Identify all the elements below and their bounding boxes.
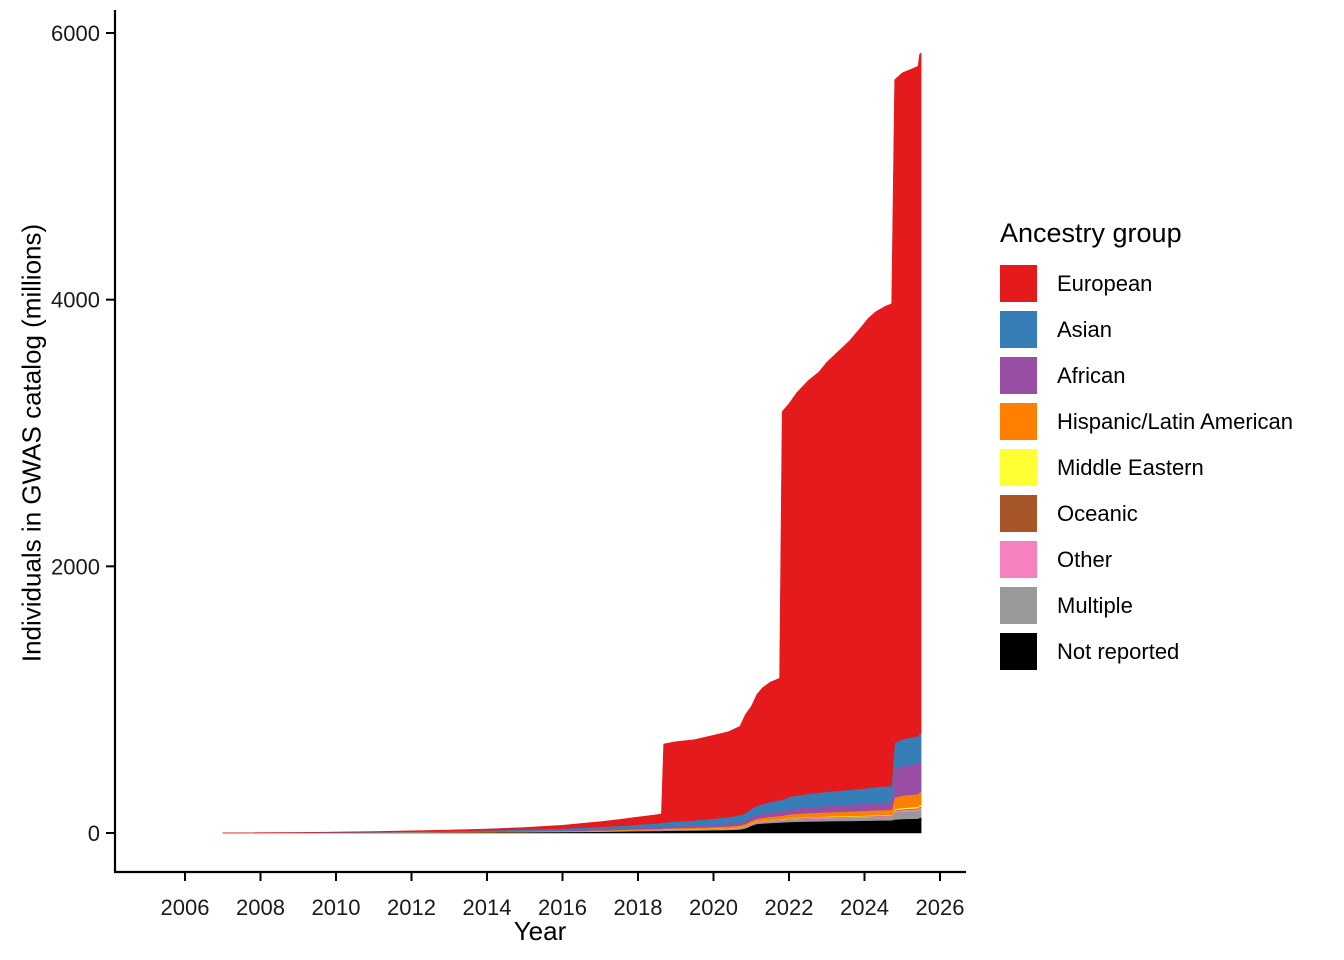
y-tick-label: 2000 bbox=[51, 554, 100, 579]
legend-item-african: African bbox=[1000, 357, 1293, 394]
legend-item-asian: Asian bbox=[1000, 311, 1293, 348]
legend-title: Ancestry group bbox=[1000, 218, 1182, 248]
y-tick-label: 4000 bbox=[51, 288, 100, 313]
x-tick-label: 2018 bbox=[614, 895, 663, 920]
x-tick-label: 2014 bbox=[463, 895, 512, 920]
legend-label-middle-eastern: Middle Eastern bbox=[1057, 454, 1204, 480]
y-tick-label: 6000 bbox=[51, 21, 100, 46]
x-tick-label: 2020 bbox=[689, 895, 738, 920]
legend-label-european: European bbox=[1057, 270, 1153, 296]
legend-item-multiple: Multiple bbox=[1000, 587, 1293, 624]
x-tick-label: 2022 bbox=[765, 895, 814, 920]
legend-label-oceanic: Oceanic bbox=[1057, 500, 1138, 526]
x-tick-label: 2006 bbox=[161, 895, 210, 920]
x-tick-label: 2026 bbox=[916, 895, 965, 920]
legend-item-oceanic: Oceanic bbox=[1000, 495, 1293, 532]
legend-label-other: Other bbox=[1057, 546, 1113, 572]
legend-swatch-african bbox=[1000, 357, 1037, 394]
x-tick-label: 2008 bbox=[236, 895, 285, 920]
y-axis-title: Individuals in GWAS catalog (millions) bbox=[16, 223, 47, 663]
legend-swatch-oceanic bbox=[1000, 495, 1037, 532]
legend-swatch-other bbox=[1000, 541, 1037, 578]
legend-label-multiple: Multiple bbox=[1057, 592, 1133, 618]
legend-items: European Asian African Hispanic/Latin Ameri… bbox=[1000, 265, 1293, 670]
legend-swatch-hispanic-latin-american bbox=[1000, 403, 1037, 440]
legend-item-middle-eastern: Middle Eastern bbox=[1000, 449, 1293, 486]
legend-swatch-not-reported bbox=[1000, 633, 1037, 670]
x-axis-title: Year bbox=[513, 916, 567, 946]
x-tick-label: 2016 bbox=[538, 895, 587, 920]
legend-item-european: European bbox=[1000, 265, 1293, 302]
legend-swatch-middle-eastern bbox=[1000, 449, 1037, 486]
legend-item-not-reported: Not reported bbox=[1000, 633, 1293, 670]
legend-item-hispanic-latin-american: Hispanic/Latin American bbox=[1000, 403, 1293, 440]
x-tick-label: 2012 bbox=[387, 895, 436, 920]
legend-swatch-asian bbox=[1000, 311, 1037, 348]
legend-label-asian: Asian bbox=[1057, 316, 1113, 342]
x-tick-label: 2010 bbox=[312, 895, 361, 920]
legend-swatch-multiple bbox=[1000, 587, 1037, 624]
legend-label-not-reported: Not reported bbox=[1057, 638, 1180, 664]
legend-label-african: African bbox=[1057, 362, 1126, 388]
y-tick-label: 0 bbox=[88, 821, 100, 846]
area-european bbox=[222, 52, 922, 834]
legend-label-hispanic-latin-american: Hispanic/Latin American bbox=[1057, 408, 1294, 434]
legend-item-other: Other bbox=[1000, 541, 1293, 578]
legend-swatch-european bbox=[1000, 265, 1037, 302]
legend: Ancestry group European Asian African Hispa… bbox=[1000, 218, 1293, 679]
x-tick-label: 2024 bbox=[840, 895, 889, 920]
